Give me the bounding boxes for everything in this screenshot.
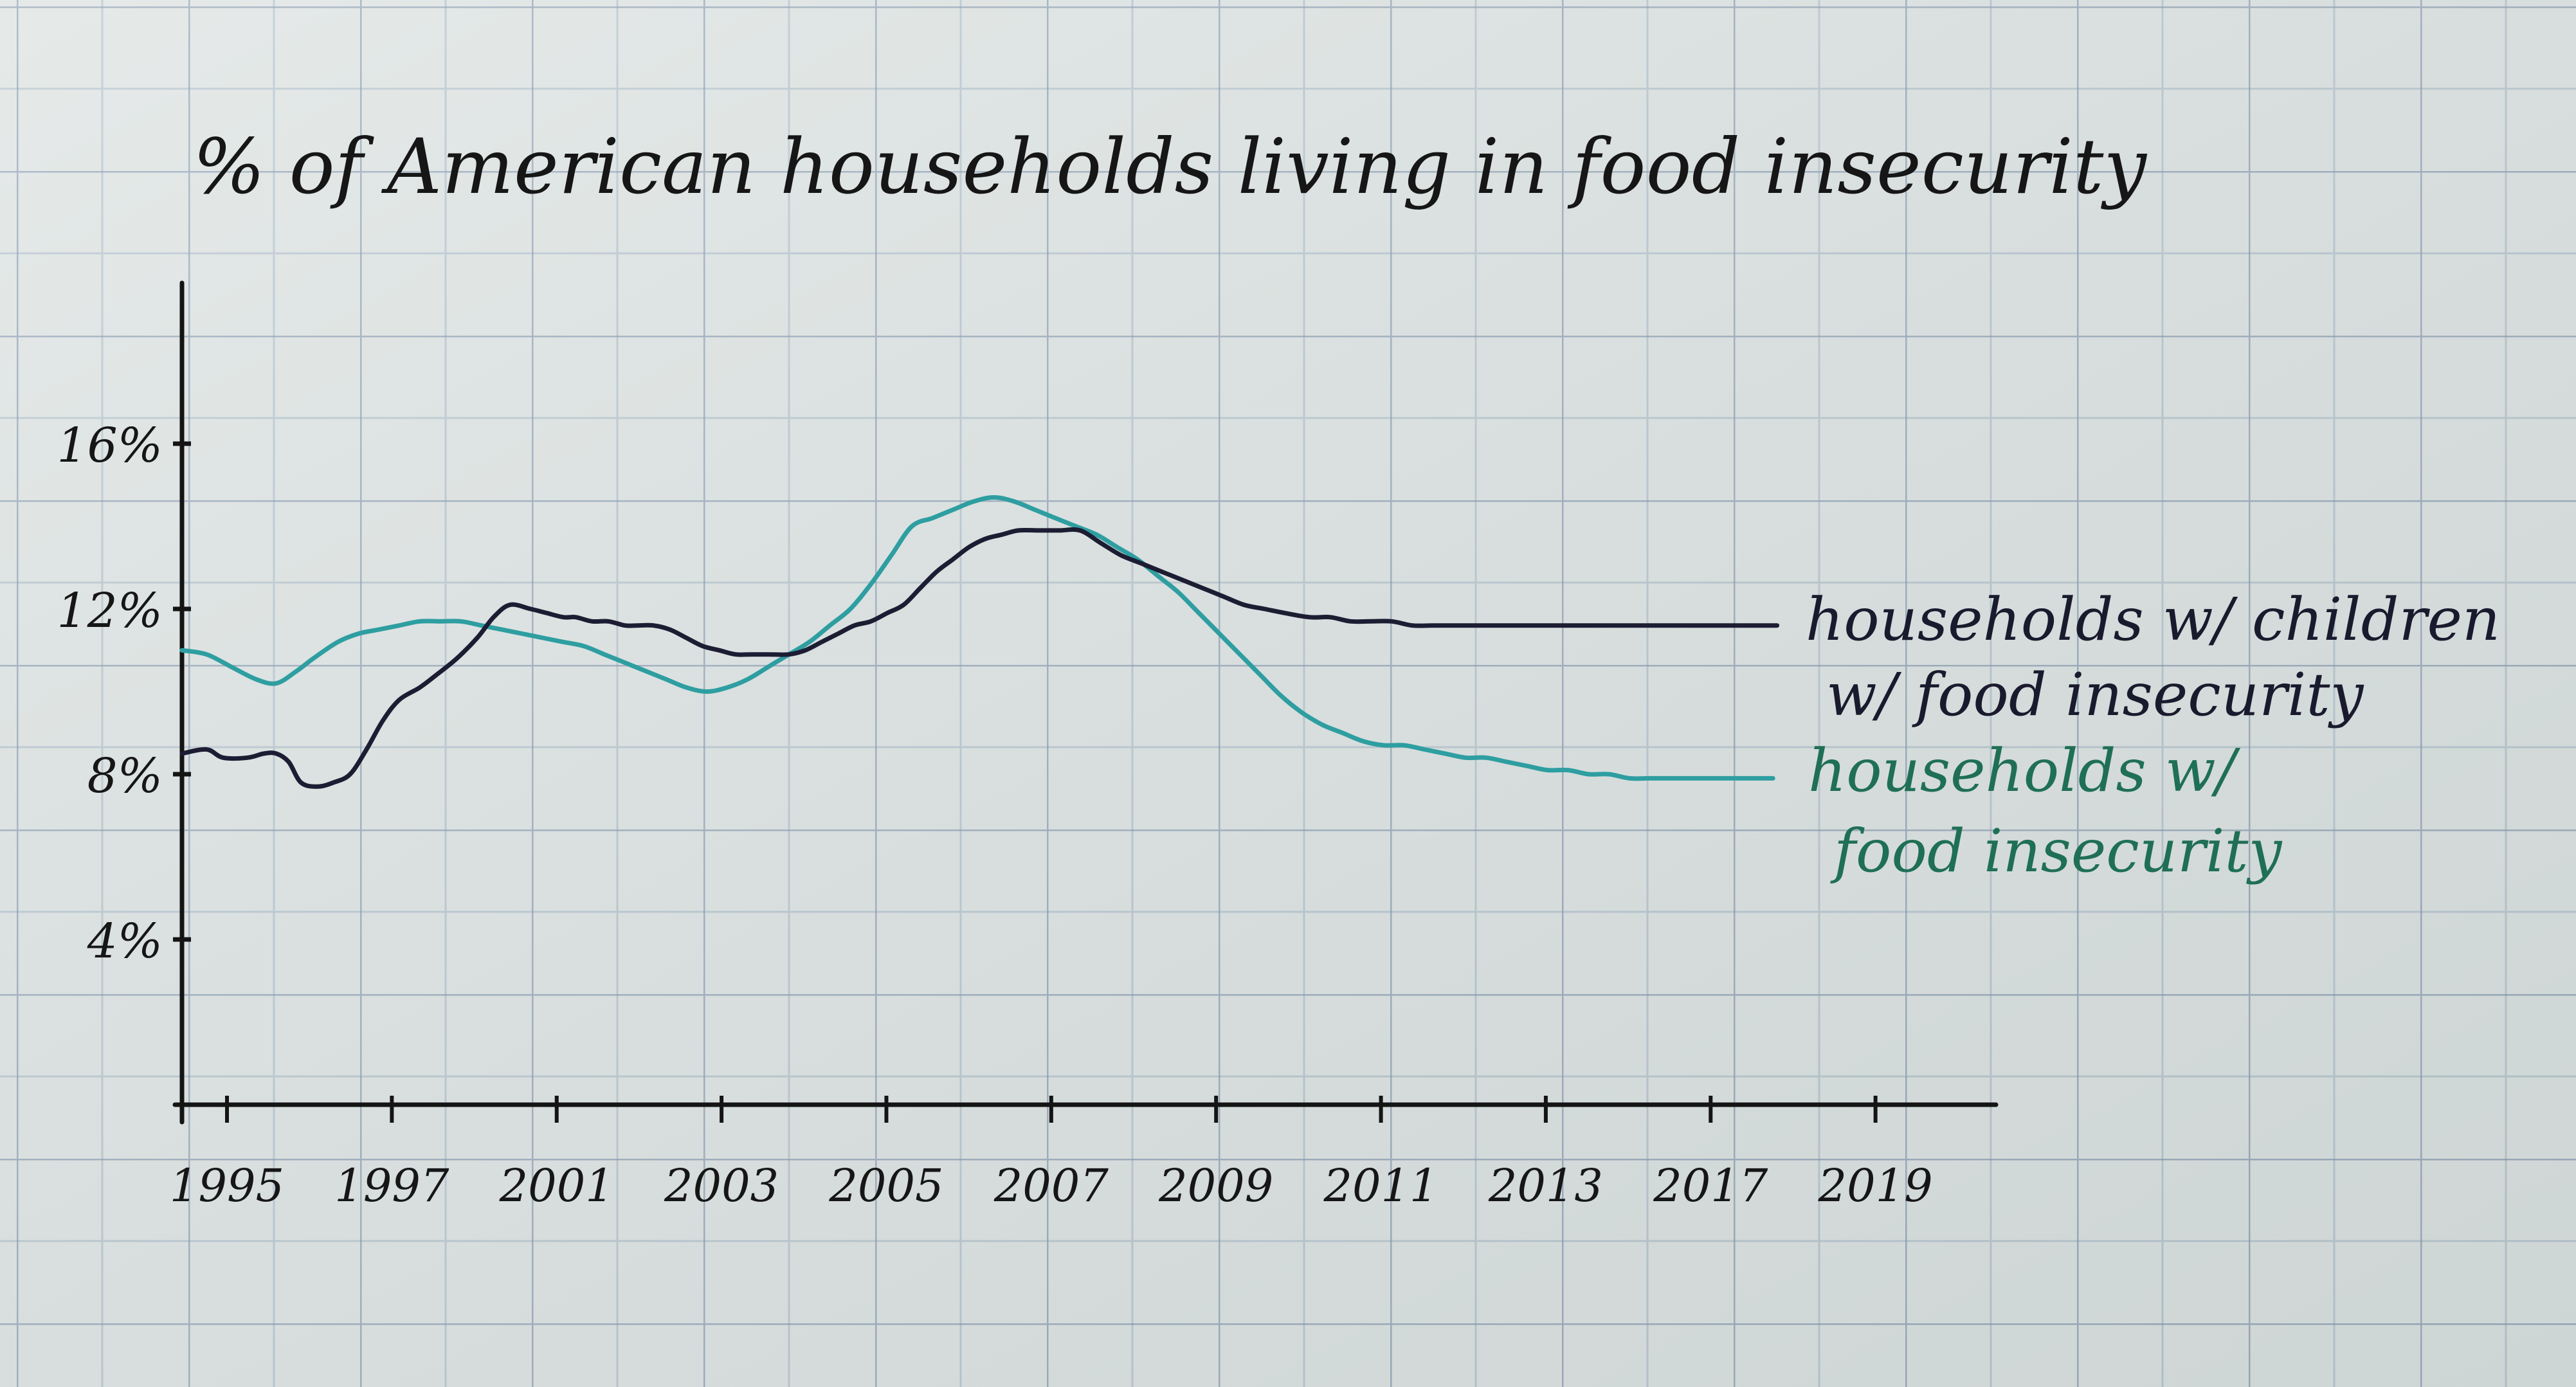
y-axis-ticks: 4% 8% 12% 16% [57, 418, 191, 969]
series-label-children-line-1: households w/ children [1806, 585, 2500, 654]
legend-children: households w/ children w/ food insecurit… [1806, 585, 2500, 729]
y-tick-label: 12% [57, 583, 163, 639]
x-axis-ticks: 1995 1997 2001 2003 2005 2007 2009 2011 2013 2017… [170, 1096, 1933, 1212]
series-label-households-line-2: food insecurity [1830, 817, 2282, 885]
series-line-households [179, 495, 1775, 781]
x-tick-label: 2003 [664, 1159, 779, 1212]
plot-area: 4% 8% 12% 16% 1995 1997 2001 2003 2005 2007 2009 2… [57, 280, 1999, 1212]
series-line-children [179, 527, 1780, 789]
y-tick-label: 4% [87, 914, 163, 969]
series-label-children-line-2: w/ food insecurity [1826, 660, 2364, 729]
x-tick-label: 2005 [828, 1159, 943, 1212]
x-tick-label: 2011 [1323, 1159, 1438, 1212]
x-tick-label: 1995 [170, 1159, 284, 1212]
y-tick-label: 16% [57, 418, 163, 473]
x-tick-label: 2019 [1818, 1159, 1933, 1212]
legend-households: households w/ food insecurity [1808, 736, 2282, 885]
x-tick-label: 2009 [1158, 1159, 1273, 1212]
chart-title: % of American households living in food … [193, 122, 2147, 211]
x-tick-label: 2017 [1653, 1159, 1768, 1212]
x-tick-label: 2013 [1488, 1159, 1603, 1212]
x-tick-label: 2007 [993, 1159, 1109, 1212]
x-tick-label: 1997 [334, 1159, 449, 1212]
data-series [179, 495, 1780, 789]
x-tick-label: 2001 [499, 1159, 614, 1212]
series-label-households-line-1: households w/ [1808, 736, 2241, 805]
y-tick-label: 8% [87, 748, 163, 804]
